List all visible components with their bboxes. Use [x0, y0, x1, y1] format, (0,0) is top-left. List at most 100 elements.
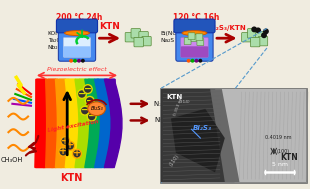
FancyBboxPatch shape — [184, 38, 191, 45]
Text: Nb₂O₅: Nb₂O₅ — [48, 45, 65, 50]
Ellipse shape — [88, 102, 105, 115]
Polygon shape — [35, 79, 46, 167]
Text: (110): (110) — [169, 154, 181, 167]
Circle shape — [85, 96, 94, 105]
Circle shape — [87, 112, 96, 121]
Circle shape — [81, 59, 85, 63]
Circle shape — [73, 149, 82, 158]
FancyBboxPatch shape — [142, 36, 151, 46]
Polygon shape — [171, 109, 225, 172]
Text: NH₃: NH₃ — [154, 117, 168, 123]
Text: −: − — [86, 95, 94, 105]
Text: +: + — [66, 140, 74, 150]
Circle shape — [194, 59, 198, 63]
Text: Light excitation: Light excitation — [47, 119, 99, 133]
FancyBboxPatch shape — [58, 25, 95, 61]
Circle shape — [69, 59, 73, 63]
Polygon shape — [36, 79, 46, 167]
Text: Ta₂O₅: Ta₂O₅ — [48, 38, 63, 43]
Text: KTN: KTN — [281, 153, 298, 162]
Circle shape — [66, 142, 74, 150]
Text: Piezoelectric effect: Piezoelectric effect — [47, 67, 107, 72]
Circle shape — [263, 28, 269, 34]
Circle shape — [191, 59, 194, 63]
Text: −: − — [78, 88, 86, 98]
FancyBboxPatch shape — [131, 29, 140, 38]
FancyBboxPatch shape — [181, 46, 208, 57]
FancyBboxPatch shape — [197, 39, 204, 46]
Text: Bi(NO₃)₃: Bi(NO₃)₃ — [160, 31, 184, 36]
Circle shape — [80, 106, 89, 115]
Text: −: − — [88, 111, 96, 121]
Polygon shape — [43, 79, 58, 167]
Text: KTN: KTN — [166, 94, 182, 100]
Circle shape — [77, 59, 81, 63]
Polygon shape — [85, 79, 100, 167]
Text: KTN: KTN — [60, 173, 82, 183]
Text: N₂ + H⁺: N₂ + H⁺ — [154, 101, 182, 107]
Text: 120 °C 16h: 120 °C 16h — [173, 12, 219, 22]
Polygon shape — [210, 89, 240, 182]
FancyBboxPatch shape — [139, 32, 148, 41]
Ellipse shape — [182, 31, 207, 36]
FancyBboxPatch shape — [196, 34, 203, 41]
FancyBboxPatch shape — [134, 37, 143, 47]
Polygon shape — [65, 79, 79, 167]
FancyBboxPatch shape — [248, 29, 257, 38]
Circle shape — [61, 137, 70, 145]
FancyBboxPatch shape — [250, 37, 260, 47]
FancyBboxPatch shape — [63, 38, 91, 57]
Bar — [160, 88, 307, 183]
Text: −: − — [81, 105, 89, 115]
Text: −: − — [84, 84, 92, 94]
Polygon shape — [104, 79, 122, 167]
Circle shape — [251, 26, 257, 32]
Circle shape — [83, 85, 92, 94]
Text: KTN: KTN — [99, 22, 120, 31]
FancyBboxPatch shape — [242, 33, 251, 42]
FancyBboxPatch shape — [125, 33, 135, 42]
Circle shape — [73, 59, 77, 63]
Polygon shape — [104, 79, 115, 167]
Bar — [161, 89, 306, 182]
Polygon shape — [70, 79, 90, 167]
Text: 5 nm: 5 nm — [272, 162, 288, 167]
Text: Na₂S: Na₂S — [160, 38, 174, 43]
FancyBboxPatch shape — [191, 35, 198, 42]
Polygon shape — [215, 89, 306, 182]
FancyBboxPatch shape — [255, 32, 265, 41]
Polygon shape — [95, 79, 111, 167]
Ellipse shape — [64, 31, 90, 36]
Polygon shape — [60, 79, 80, 167]
Text: CH₃OH: CH₃OH — [0, 157, 23, 163]
FancyBboxPatch shape — [188, 33, 195, 40]
Text: 200 °C 24h: 200 °C 24h — [56, 12, 102, 22]
Text: 0.4019 nm: 0.4019 nm — [265, 135, 291, 140]
Circle shape — [261, 32, 267, 38]
Text: (100): (100) — [277, 149, 290, 154]
Text: Bi₂S₃/KTN: Bi₂S₃/KTN — [208, 25, 246, 31]
Text: (314): (314) — [179, 100, 190, 104]
Polygon shape — [161, 89, 235, 182]
Circle shape — [59, 147, 68, 156]
Text: KOH: KOH — [48, 31, 60, 36]
Text: +: + — [73, 148, 81, 158]
Polygon shape — [92, 79, 107, 167]
FancyBboxPatch shape — [181, 38, 208, 57]
Polygon shape — [81, 79, 99, 167]
FancyBboxPatch shape — [56, 19, 98, 33]
FancyBboxPatch shape — [176, 25, 213, 61]
Text: Bi₂S₃: Bi₂S₃ — [193, 125, 211, 131]
Polygon shape — [75, 79, 90, 167]
Polygon shape — [46, 79, 57, 167]
Text: +: + — [61, 136, 69, 146]
Text: 0.353 nm: 0.353 nm — [173, 95, 184, 116]
Polygon shape — [51, 79, 69, 167]
FancyBboxPatch shape — [174, 19, 215, 33]
Circle shape — [198, 59, 202, 63]
Circle shape — [187, 59, 191, 63]
Circle shape — [78, 90, 86, 98]
Circle shape — [255, 27, 261, 33]
Text: Bi₂S₃: Bi₂S₃ — [91, 106, 104, 111]
Polygon shape — [55, 79, 68, 167]
